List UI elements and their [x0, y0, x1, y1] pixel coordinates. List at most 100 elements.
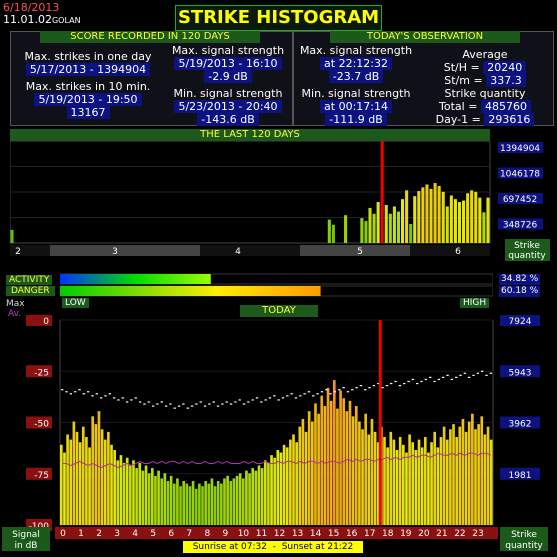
month-segment [300, 245, 410, 256]
today-bar [135, 468, 138, 525]
left-tick-bg [26, 416, 52, 429]
today-col-2: Average St/H = 20240 St/m = 337.3 Strike… [420, 48, 550, 126]
month-tick-label: 3 [112, 247, 118, 257]
activity-track [60, 273, 493, 285]
day-bar [462, 200, 466, 243]
today-max-signal-value: -23.7 dB [328, 70, 384, 83]
hour-tick-label: 7 [186, 529, 192, 539]
day-bar [413, 196, 417, 243]
day-bar [470, 190, 474, 243]
today-bar [169, 475, 173, 525]
today-bar [182, 481, 186, 525]
today-bar [94, 424, 98, 525]
month-segment [410, 245, 490, 256]
total-label: Total [439, 100, 465, 113]
day-bar [482, 212, 486, 243]
activity-percent: 34.82 % [499, 274, 541, 285]
ylabel-line-1: Strike [511, 530, 537, 540]
today-bar [66, 434, 69, 525]
today-bar [364, 413, 367, 525]
day-bar [360, 218, 364, 243]
today-bar [392, 439, 396, 525]
day-bar [433, 183, 437, 243]
day-bar [372, 213, 376, 243]
today-min-signal-value: -111.9 dB [325, 113, 387, 126]
y-tick-bg [498, 142, 543, 153]
today-bar [317, 413, 320, 525]
today-bar [430, 442, 433, 525]
day1-label: Day-1 [435, 113, 469, 126]
today-bar [486, 426, 490, 525]
today-bar [452, 424, 455, 525]
today-bar [449, 429, 452, 525]
avg-signal-line [62, 452, 492, 469]
hour-axis-bg [55, 527, 498, 539]
today-bar [188, 486, 192, 525]
today-bar [383, 437, 386, 525]
today-bar [103, 439, 107, 525]
xlabel-bg [2, 527, 50, 551]
today-bar [154, 475, 157, 525]
today-col-1: Max. signal strength at 22:12:32 -23.7 d… [295, 44, 417, 126]
sth-value: 20240 [483, 61, 527, 74]
today-bar [229, 481, 233, 525]
today-bar [483, 434, 487, 525]
danger-percent: 60.18 % [499, 286, 541, 297]
today-bar [373, 431, 377, 525]
today-bar [63, 452, 66, 525]
today-bar [241, 478, 245, 525]
today-bar [442, 426, 446, 525]
today-bar [132, 460, 135, 525]
today-max-signal-time: at 22:12:32 [320, 57, 392, 70]
today-bar [116, 460, 120, 525]
today-bar [326, 387, 330, 525]
month-tick-label: 6 [455, 247, 461, 257]
today-min-signal-time: at 00:17:14 [320, 100, 392, 113]
today-bar [345, 411, 349, 525]
today-bar [414, 449, 418, 525]
ylabel-line-1: Strike [514, 241, 540, 251]
today-bar [311, 421, 314, 525]
version: 11.01.02 [3, 13, 52, 26]
page-title: STRIKE HISTOGRAM [175, 5, 382, 31]
left-tick-bg [26, 365, 52, 378]
day-bar [388, 213, 392, 243]
month-tick-label: 2 [15, 247, 21, 257]
today-bar [455, 437, 458, 525]
hour-tick-label: 6 [168, 529, 174, 539]
today-bar [257, 465, 261, 525]
today-bar [439, 437, 443, 525]
day-bar [445, 206, 449, 243]
sunrise-label: Sunrise at [192, 542, 239, 552]
today-bar [332, 380, 336, 525]
today-bar [307, 411, 311, 525]
left-tick-bg [26, 315, 52, 326]
today-bar [216, 481, 220, 525]
hour-tick-label: 11 [256, 529, 267, 539]
today-bar [304, 431, 308, 525]
today-bar [323, 405, 327, 525]
hour-tick-label: 19 [400, 529, 412, 539]
max-one-day-label: Max. strikes in one day [24, 50, 152, 63]
day-bar [417, 191, 421, 243]
score-col-1: Max. strikes in one day 5/17/2013 - 1394… [14, 50, 162, 119]
ylabel-bg [500, 527, 548, 551]
hour-tick-label: 12 [274, 529, 285, 539]
today-bar [386, 447, 389, 525]
today-bar [72, 421, 76, 525]
hour-tick-label: 18 [382, 529, 394, 539]
min-signal-value: -143.6 dB [197, 113, 259, 126]
hour-tick-label: 0 [60, 529, 66, 539]
today-bar [405, 452, 408, 525]
day-bar [409, 223, 413, 243]
today-bar [238, 473, 242, 525]
today-bar [69, 439, 73, 525]
today-bar [163, 473, 167, 525]
y-tick-label: 697452 [503, 195, 537, 205]
today-bar [110, 444, 113, 525]
today-bar [267, 462, 270, 525]
month-segment [10, 245, 50, 256]
today-bar [185, 483, 189, 525]
max-signal-value: -2.9 dB [204, 70, 252, 83]
